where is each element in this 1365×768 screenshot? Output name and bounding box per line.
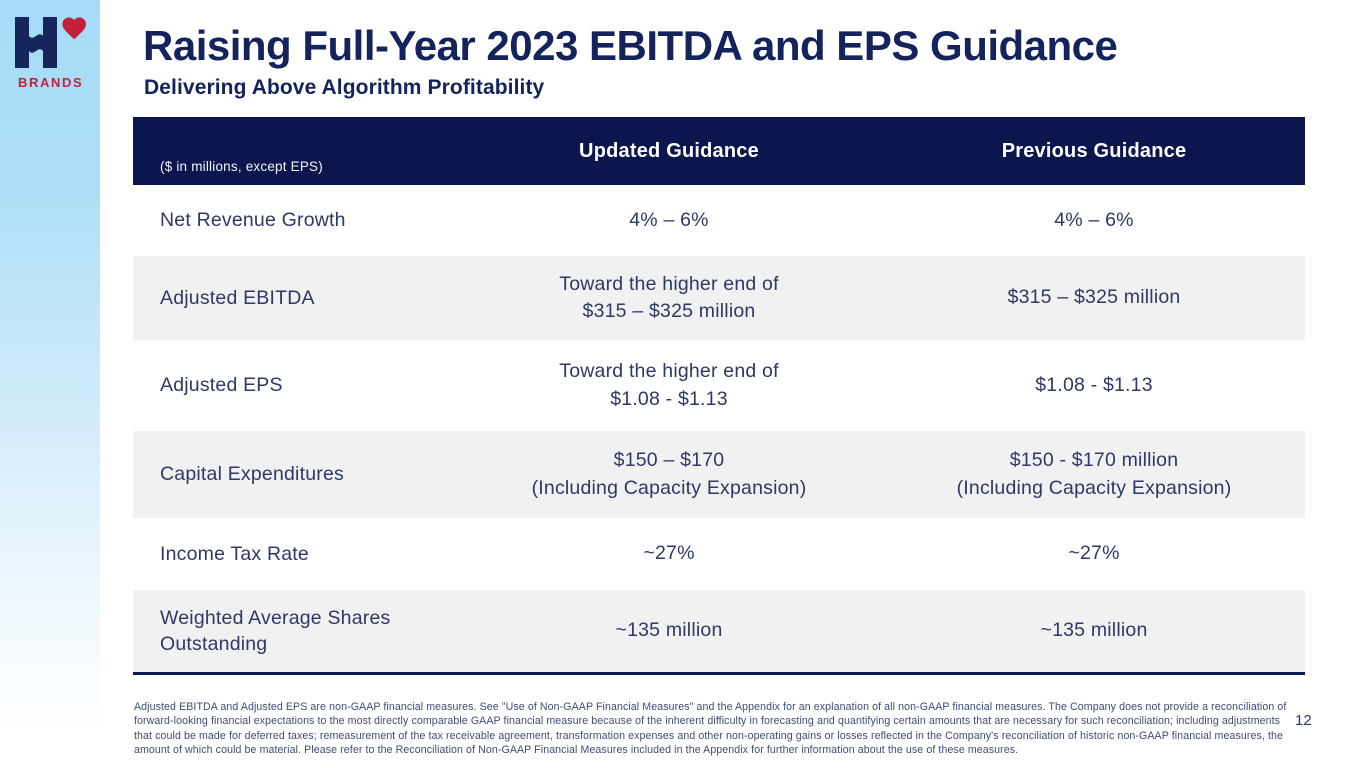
table-row-adjusted-eps: Adjusted EPS Toward the higher end of $1… — [133, 340, 1305, 431]
previous-guidance-value: $150 - $170 million (Including Capacity … — [956, 449, 1232, 499]
table-row-adjusted-ebitda: Adjusted EBITDA Toward the higher end of… — [133, 256, 1305, 340]
updated-guidance-value: Toward the higher end of $1.08 - $1.13 — [559, 360, 779, 410]
updated-guidance-value: 4% – 6% — [629, 208, 709, 231]
updated-guidance-value: $150 – $170 (Including Capacity Expansio… — [531, 449, 807, 499]
page-title: Raising Full-Year 2023 EBITDA and EPS Gu… — [143, 22, 1118, 69]
guidance-table: ($ in millions, except EPS) Updated Guid… — [133, 117, 1305, 675]
row-label: Income Tax Rate — [160, 542, 309, 565]
previous-guidance-value: $315 – $325 million — [1007, 286, 1181, 309]
row-label: Net Revenue Growth — [160, 209, 346, 232]
left-sidebar: BRANDS — [0, 0, 100, 768]
footnote: Adjusted EBITDA and Adjusted EPS are non… — [134, 701, 1287, 756]
column-header-previous-guidance: Previous Guidance — [1001, 139, 1187, 162]
heart-icon — [62, 17, 86, 40]
previous-guidance-value: ~27% — [1068, 542, 1120, 565]
previous-guidance-value: 4% – 6% — [1054, 208, 1134, 231]
brand-word: BRANDS — [18, 75, 84, 90]
table-header-row: ($ in millions, except EPS) Updated Guid… — [133, 117, 1305, 185]
row-label: Capital Expenditures — [160, 463, 344, 486]
previous-guidance-value: ~135 million — [1040, 619, 1148, 642]
previous-guidance-value: $1.08 - $1.13 — [1035, 373, 1153, 396]
h-heart-logo-icon — [15, 17, 86, 68]
row-label: Adjusted EBITDA — [160, 286, 315, 309]
table-row-weighted-average-shares: Weighted Average Shares Outstanding ~135… — [133, 590, 1305, 672]
updated-guidance-value: ~135 million — [615, 619, 723, 642]
row-label: Adjusted EPS — [160, 374, 283, 397]
table-row-income-tax-rate: Income Tax Rate ~27% ~27% — [133, 518, 1305, 590]
page-subtitle: Delivering Above Algorithm Profitability — [144, 76, 545, 99]
table-row-capital-expenditures: Capital Expenditures $150 – $170 (Includ… — [133, 431, 1305, 518]
updated-guidance-value: Toward the higher end of $315 – $325 mil… — [559, 272, 779, 322]
column-header-updated-guidance: Updated Guidance — [579, 139, 759, 162]
page-number: 12 — [1295, 712, 1312, 729]
table-row-net-revenue-growth: Net Revenue Growth 4% – 6% 4% – 6% — [133, 185, 1305, 256]
updated-guidance-value: ~27% — [643, 542, 695, 565]
brand-logo: BRANDS — [15, 16, 91, 90]
row-label: Weighted Average Shares Outstanding — [160, 606, 391, 655]
unit-note: ($ in millions, except EPS) — [160, 159, 323, 174]
